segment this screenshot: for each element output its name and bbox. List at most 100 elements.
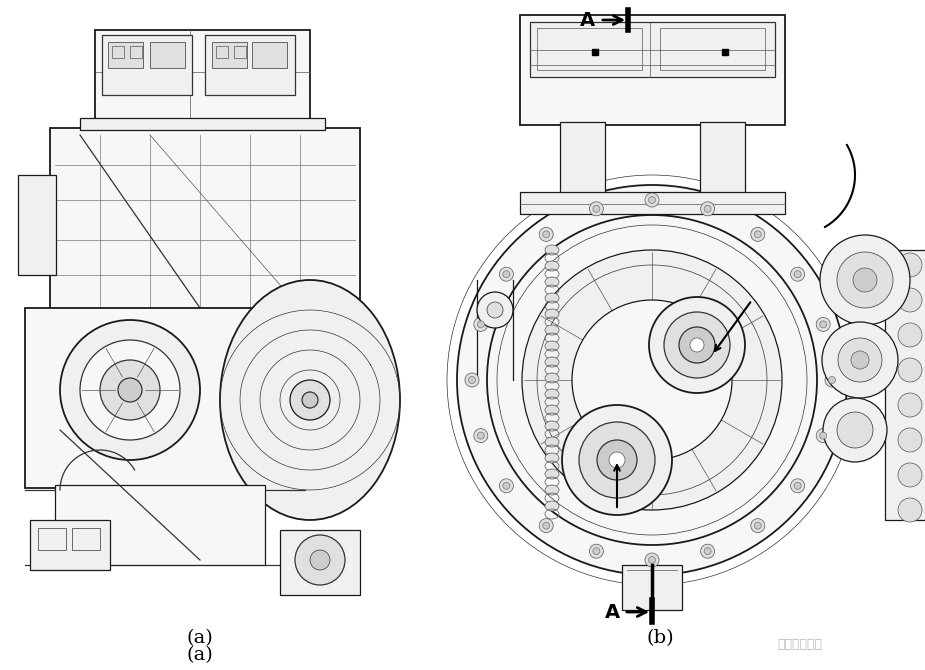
Circle shape [468, 377, 475, 383]
Circle shape [898, 498, 922, 522]
Circle shape [649, 297, 745, 393]
Circle shape [679, 327, 715, 363]
Bar [25, 308, 295, 488]
Ellipse shape [545, 261, 559, 271]
Ellipse shape [545, 453, 559, 463]
Circle shape [898, 463, 922, 487]
Circle shape [295, 535, 345, 585]
Ellipse shape [545, 309, 559, 319]
Ellipse shape [545, 437, 559, 447]
Circle shape [795, 271, 801, 277]
Circle shape [700, 544, 715, 558]
Ellipse shape [545, 485, 559, 495]
Circle shape [851, 351, 869, 369]
Bar [537, 28, 642, 70]
Circle shape [751, 519, 765, 533]
Ellipse shape [545, 341, 559, 351]
Circle shape [838, 338, 882, 382]
Circle shape [898, 358, 922, 382]
Circle shape [853, 268, 877, 292]
Circle shape [791, 267, 805, 281]
Circle shape [572, 300, 732, 460]
Bar [150, 42, 185, 68]
Circle shape [704, 205, 711, 212]
Circle shape [820, 321, 827, 328]
Circle shape [539, 519, 553, 533]
Circle shape [690, 338, 704, 352]
Circle shape [593, 547, 600, 555]
Circle shape [822, 322, 898, 398]
Circle shape [816, 429, 831, 443]
Bar [130, 46, 142, 58]
Bar [102, 35, 192, 95]
Bar [205, 35, 295, 95]
Circle shape [898, 288, 922, 312]
Text: (a): (a) [187, 629, 214, 647]
Circle shape [648, 196, 656, 204]
Bar [108, 42, 143, 68]
Circle shape [795, 482, 801, 489]
Circle shape [645, 193, 659, 207]
Circle shape [474, 318, 487, 332]
Circle shape [457, 185, 847, 575]
Bar [700, 122, 745, 197]
Bar [216, 46, 228, 58]
Ellipse shape [545, 501, 559, 511]
Text: A: A [605, 602, 620, 622]
Circle shape [898, 253, 922, 277]
Bar [660, 28, 765, 70]
Circle shape [562, 405, 672, 515]
Bar [50, 128, 360, 313]
Ellipse shape [545, 357, 559, 367]
Circle shape [704, 547, 711, 555]
Circle shape [816, 318, 831, 332]
Circle shape [100, 360, 160, 420]
Circle shape [503, 482, 510, 489]
Circle shape [474, 429, 487, 443]
Circle shape [302, 392, 318, 408]
Circle shape [837, 412, 873, 448]
Circle shape [597, 440, 637, 480]
Circle shape [80, 340, 180, 440]
Bar [95, 30, 310, 120]
Bar [38, 528, 66, 550]
Circle shape [487, 302, 503, 318]
Ellipse shape [545, 277, 559, 287]
Text: (b): (b) [647, 629, 673, 647]
Bar [80, 118, 325, 130]
Circle shape [539, 227, 553, 241]
Circle shape [754, 231, 761, 238]
Circle shape [477, 292, 513, 328]
Bar [112, 46, 124, 58]
Circle shape [522, 250, 782, 510]
Circle shape [823, 398, 887, 462]
Bar [55, 485, 265, 565]
Circle shape [820, 235, 910, 325]
Text: (a): (a) [187, 646, 214, 664]
Circle shape [898, 393, 922, 417]
Bar [18, 175, 56, 275]
Circle shape [648, 557, 656, 563]
Circle shape [898, 323, 922, 347]
Circle shape [543, 231, 549, 238]
Ellipse shape [220, 280, 400, 520]
Circle shape [825, 373, 839, 387]
Circle shape [645, 553, 659, 567]
Circle shape [60, 320, 200, 460]
Circle shape [500, 479, 513, 493]
Bar [280, 530, 360, 595]
Circle shape [751, 227, 765, 241]
Circle shape [754, 522, 761, 529]
Circle shape [589, 544, 603, 558]
Circle shape [664, 312, 730, 378]
Circle shape [477, 321, 485, 328]
Bar [622, 565, 682, 610]
Ellipse shape [545, 245, 559, 255]
Circle shape [465, 373, 479, 387]
Bar [212, 42, 247, 68]
Bar [520, 15, 785, 125]
Circle shape [820, 432, 827, 439]
Circle shape [579, 422, 655, 498]
Circle shape [609, 452, 625, 468]
Circle shape [543, 522, 549, 529]
